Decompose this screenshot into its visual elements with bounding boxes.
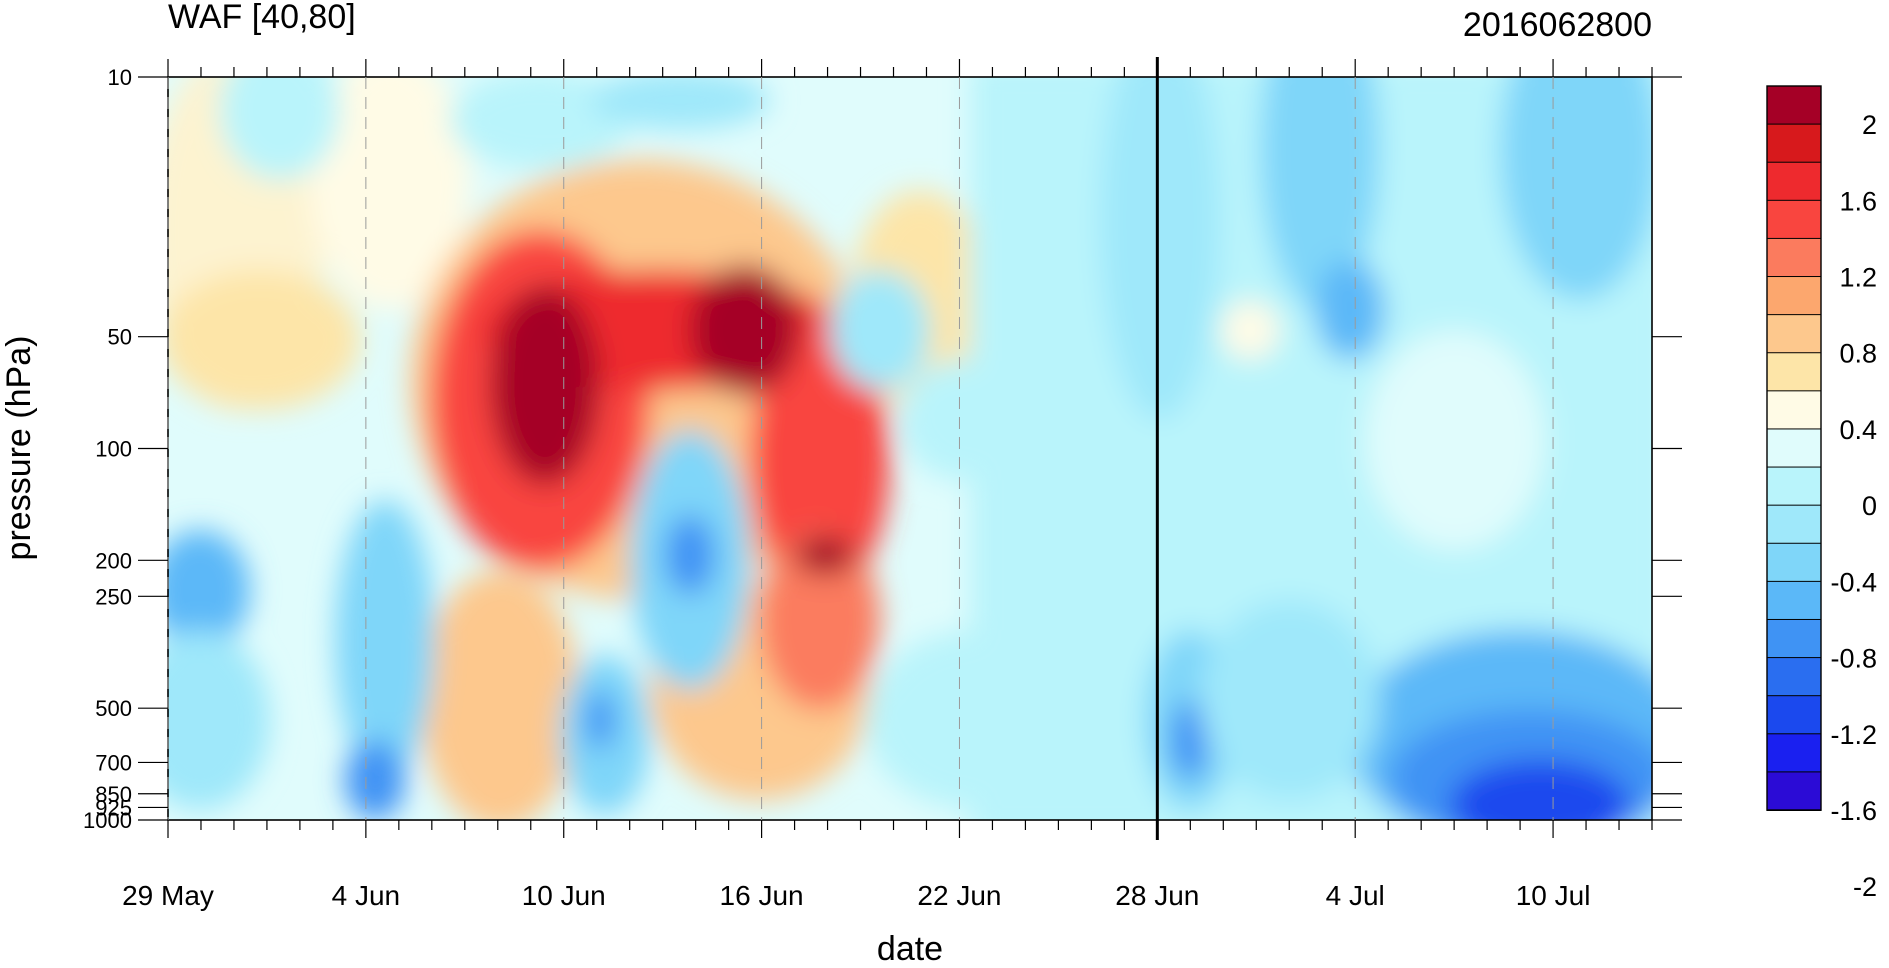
y-axis-label: pressure (hPa) [0, 336, 38, 561]
colorbar-label-4: 0.4 [1839, 415, 1877, 445]
x-tick-label-4: 22 Jun [917, 880, 1001, 911]
x-axis-label: date [877, 930, 943, 968]
colorbar-swatch-15 [1766, 657, 1822, 697]
x-tick-label-6: 4 Jul [1326, 880, 1385, 911]
colorbar-swatch-10 [1766, 466, 1822, 507]
chart-title: WAF [40,80] [168, 0, 356, 36]
field-region-13 [490, 285, 600, 485]
colorbar-label-10: -2 [1853, 872, 1877, 902]
field-region-16 [220, 77, 340, 180]
colorbar-label-3: 0.8 [1839, 339, 1877, 369]
field-region-42 [1200, 600, 1380, 800]
y-tick-label-6: 700 [95, 750, 132, 775]
field-region-26 [585, 690, 615, 750]
field-region-31 [1260, 77, 1380, 310]
heatmap-field [168, 77, 1652, 820]
field-region-36 [1220, 300, 1280, 360]
colorbar-label-2: 1.2 [1839, 263, 1877, 293]
colorbar-swatch-0 [1766, 85, 1822, 126]
field-region-34 [1100, 77, 1220, 420]
colorbar-swatch-7 [1766, 352, 1822, 392]
y-tick-label-7: 850 [95, 782, 132, 807]
field-region-14 [690, 265, 800, 395]
field-region-33 [1315, 260, 1385, 360]
x-axis: 29 May 4 Jun 10 Jun 16 Jun 22 Jun 28 Jun 4 Jul… [122, 59, 1653, 911]
field-region-27 [830, 270, 930, 390]
colorbar-label-0: 2 [1862, 110, 1877, 140]
field-region-32 [1500, 77, 1652, 300]
colorbar: 2 1.6 1.2 0.8 0.4 0 -0.4 -0.8 -1.2 -1.6 -2 [1766, 85, 1877, 902]
colorbar-label-5: 0 [1862, 491, 1877, 521]
field-region-2 [168, 270, 360, 410]
y-tick-label-4: 250 [95, 584, 132, 609]
colorbar-swatch-12 [1766, 542, 1822, 583]
field-region-38 [1170, 700, 1210, 780]
field-region-4 [420, 570, 580, 820]
field-region-17 [450, 77, 630, 170]
y-tick-label-0: 10 [108, 65, 132, 90]
colorbar-swatch-6 [1766, 314, 1822, 354]
colorbar-swatch-17 [1766, 733, 1822, 773]
x-tick-label-2: 10 Jun [522, 880, 606, 911]
y-tick-label-8: 925 [95, 795, 132, 820]
colorbar-swatch-4 [1766, 237, 1822, 278]
field-region-19 [168, 530, 250, 650]
field-region-15 [795, 535, 855, 575]
field-region-18 [590, 77, 770, 130]
field-region-24 [665, 515, 715, 595]
y-tick-label-1: 50 [108, 325, 132, 350]
colorbar-label-9: -1.6 [1830, 796, 1877, 826]
field-region-21 [335, 500, 435, 780]
colorbar-label-6: -0.4 [1830, 567, 1877, 597]
y-tick-label-3: 200 [95, 548, 132, 573]
colorbar-swatch-3 [1766, 199, 1822, 240]
x-tick-label-7: 10 Jul [1516, 880, 1591, 911]
field-region-20 [168, 630, 270, 810]
field-region-11 [750, 320, 890, 600]
y-tick-label-9: 1000 [83, 808, 132, 833]
colorbar-swatch-1 [1766, 123, 1822, 164]
colorbar-label-7: -0.8 [1830, 644, 1877, 674]
x-tick-label-1: 4 Jun [332, 880, 401, 911]
colorbar-label-1: 1.6 [1839, 186, 1877, 216]
x-tick-label-5: 28 Jun [1115, 880, 1199, 911]
colorbar-swatch-16 [1766, 695, 1822, 735]
colorbar-swatch-11 [1766, 504, 1822, 545]
colorbar-swatch-5 [1766, 276, 1822, 316]
colorbar-frame [1766, 85, 1822, 811]
x-tick-label-0: 29 May [122, 880, 214, 911]
colorbar-label-8: -1.2 [1830, 720, 1877, 750]
colorbar-swatch-2 [1766, 161, 1822, 202]
chart-date-stamp: 2016062800 [1463, 6, 1652, 44]
colorbar-swatch-9 [1766, 428, 1822, 469]
field-region-22 [345, 740, 405, 820]
colorbar-swatch-13 [1766, 580, 1822, 621]
field-region-12 [760, 530, 880, 710]
field-region-41 [1450, 760, 1630, 820]
y-tick-label-2: 100 [95, 437, 132, 462]
colorbar-swatch-18 [1766, 771, 1822, 811]
y-tick-label-5: 500 [95, 696, 132, 721]
field-region-35 [1365, 330, 1545, 550]
colorbar-swatch-14 [1766, 618, 1822, 659]
field-region-1 [310, 77, 470, 310]
x-tick-label-3: 16 Jun [720, 880, 804, 911]
colorbar-swatch-8 [1766, 390, 1822, 430]
